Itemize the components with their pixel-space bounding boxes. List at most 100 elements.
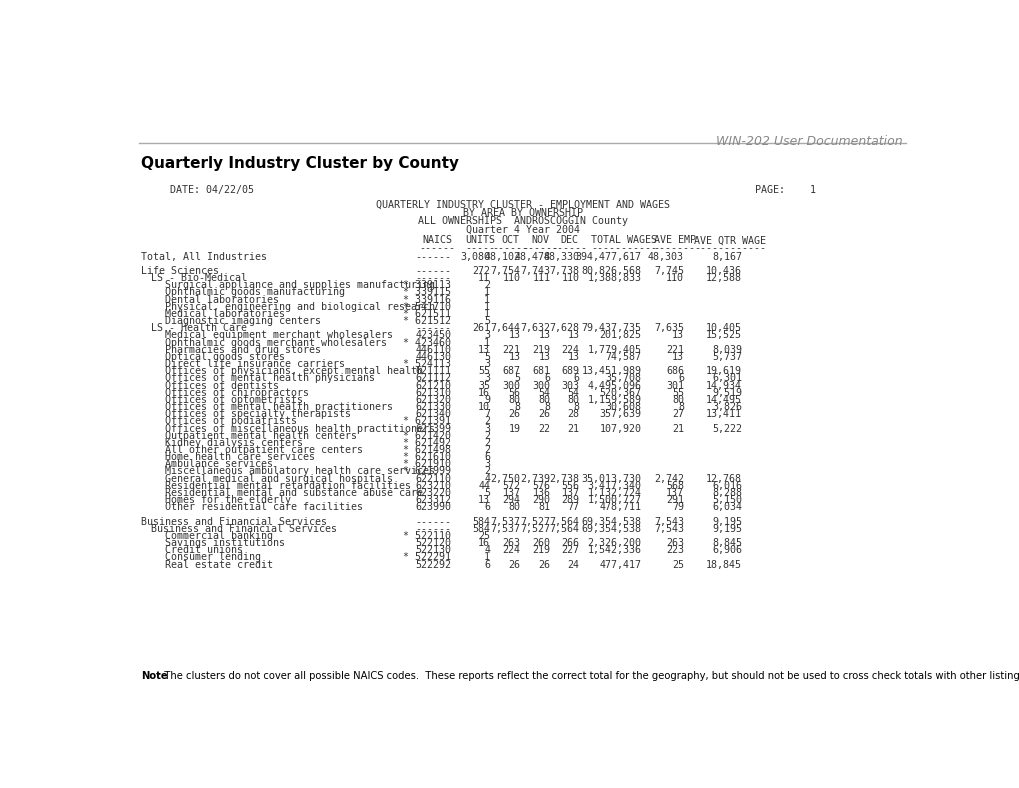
Text: 621320: 621320	[415, 395, 451, 405]
Text: 80: 80	[538, 395, 550, 405]
Text: 18,845: 18,845	[705, 559, 742, 570]
Text: Miscellaneous ambulatory health care services: Miscellaneous ambulatory health care ser…	[164, 466, 434, 477]
Text: Offices of podiatrists: Offices of podiatrists	[164, 416, 297, 426]
Text: Residential mental retardation facilities: Residential mental retardation facilitie…	[164, 481, 411, 491]
Text: 6: 6	[573, 374, 579, 384]
Text: * 621420: * 621420	[404, 431, 451, 440]
Text: 22: 22	[538, 423, 550, 433]
Text: 1: 1	[809, 185, 815, 195]
Text: 623210: 623210	[415, 481, 451, 491]
Text: 14,934: 14,934	[705, 381, 742, 391]
Text: 423450: 423450	[415, 330, 451, 340]
Text: 2: 2	[484, 431, 490, 440]
Text: AVE QTR WAGE: AVE QTR WAGE	[694, 236, 765, 246]
Text: Credit unions: Credit unions	[164, 545, 243, 556]
Text: 48,102: 48,102	[484, 251, 520, 262]
Text: -----: -----	[465, 243, 494, 253]
Text: 2: 2	[484, 281, 490, 290]
Text: 300: 300	[532, 381, 550, 391]
Text: 19: 19	[507, 423, 520, 433]
Text: 13: 13	[478, 495, 490, 505]
Text: General medical and surgical hospitals: General medical and surgical hospitals	[164, 474, 392, 484]
Text: 622110: 622110	[415, 474, 451, 484]
Text: 263: 263	[665, 538, 684, 548]
Text: * 621610: * 621610	[404, 452, 451, 462]
Text: 6: 6	[484, 502, 490, 512]
Text: * 621512: * 621512	[404, 316, 451, 326]
Text: ------: ------	[492, 243, 528, 253]
Text: 1,779,405: 1,779,405	[587, 344, 641, 355]
Text: 69,354,538: 69,354,538	[581, 524, 641, 533]
Text: Ophthalmic goods manufacturing: Ophthalmic goods manufacturing	[164, 288, 344, 297]
Text: Residential mental and substance abuse care: Residential mental and substance abuse c…	[164, 488, 422, 498]
Text: NOV: NOV	[531, 236, 549, 246]
Text: 9,195: 9,195	[711, 517, 742, 526]
Text: ALL OWNERSHIPS  ANDROSCOGGIN County: ALL OWNERSHIPS ANDROSCOGGIN County	[418, 216, 627, 226]
Text: 13: 13	[507, 330, 520, 340]
Text: TOTAL WAGES: TOTAL WAGES	[591, 236, 656, 246]
Text: 137: 137	[665, 488, 684, 498]
Text: 110: 110	[665, 273, 684, 283]
Text: Ambulance services: Ambulance services	[164, 459, 272, 470]
Text: ------: ------	[415, 323, 451, 333]
Text: * 621999: * 621999	[404, 466, 451, 477]
Text: 260: 260	[532, 538, 550, 548]
Text: 55: 55	[672, 388, 684, 398]
Text: 1,159,589: 1,159,589	[587, 395, 641, 405]
Text: 16: 16	[478, 538, 490, 548]
Text: 110: 110	[502, 273, 520, 283]
Text: 56: 56	[507, 388, 520, 398]
Text: LS - Bio-Medical: LS - Bio-Medical	[151, 273, 247, 283]
Text: 623990: 623990	[415, 502, 451, 512]
Text: 687: 687	[502, 366, 520, 376]
Text: ------: ------	[415, 273, 451, 283]
Text: 9: 9	[484, 395, 490, 405]
Text: Physical, engineering and biological research: Physical, engineering and biological res…	[164, 302, 434, 312]
Text: Offices of dentists: Offices of dentists	[164, 381, 278, 391]
Text: Ophthalmic goods merchant wholesalers: Ophthalmic goods merchant wholesalers	[164, 337, 386, 348]
Text: Life Sciences: Life Sciences	[142, 266, 219, 276]
Text: 522120: 522120	[415, 538, 451, 548]
Text: 10: 10	[478, 402, 490, 412]
Text: ------------: ------------	[694, 243, 765, 253]
Text: 13: 13	[567, 352, 579, 362]
Text: 13: 13	[538, 330, 550, 340]
Text: 357,639: 357,639	[599, 409, 641, 419]
Text: 12,768: 12,768	[705, 474, 742, 484]
Text: 80: 80	[507, 395, 520, 405]
Text: 110: 110	[560, 273, 579, 283]
Text: 5: 5	[484, 488, 490, 498]
Text: 48,303: 48,303	[647, 251, 684, 262]
Text: 15,525: 15,525	[705, 330, 742, 340]
Text: Medical laboratories: Medical laboratories	[164, 309, 284, 319]
Text: 11: 11	[478, 273, 490, 283]
Text: 3: 3	[484, 359, 490, 369]
Text: Offices of specialty therapists: Offices of specialty therapists	[164, 409, 351, 419]
Text: NAICS: NAICS	[422, 236, 452, 246]
Text: 7,632: 7,632	[520, 323, 550, 333]
Text: 107,920: 107,920	[599, 423, 641, 433]
Text: WIN-202 User Documentation: WIN-202 User Documentation	[715, 136, 902, 148]
Text: LS - Health Care: LS - Health Care	[151, 323, 247, 333]
Text: 13: 13	[672, 352, 684, 362]
Text: 2: 2	[484, 438, 490, 448]
Text: 8,039: 8,039	[711, 344, 742, 355]
Text: 1: 1	[484, 337, 490, 348]
Text: 224: 224	[560, 344, 579, 355]
Text: 5,737: 5,737	[711, 352, 742, 362]
Text: 26: 26	[507, 409, 520, 419]
Text: 30,608: 30,608	[604, 402, 641, 412]
Text: 136: 136	[532, 488, 550, 498]
Text: Quarter 4 Year 2004: Quarter 4 Year 2004	[466, 225, 579, 234]
Text: 7,743: 7,743	[520, 266, 550, 276]
Text: 27: 27	[672, 409, 684, 419]
Text: 681: 681	[532, 366, 550, 376]
Text: AVE EMP: AVE EMP	[653, 236, 695, 246]
Text: 2,750: 2,750	[490, 474, 520, 484]
Text: 219: 219	[532, 545, 550, 556]
Text: UNITS: UNITS	[465, 236, 494, 246]
Text: -------: -------	[653, 243, 695, 253]
Text: 263: 263	[502, 538, 520, 548]
Text: * 541710: * 541710	[404, 302, 451, 312]
Text: * 522291: * 522291	[404, 552, 451, 563]
